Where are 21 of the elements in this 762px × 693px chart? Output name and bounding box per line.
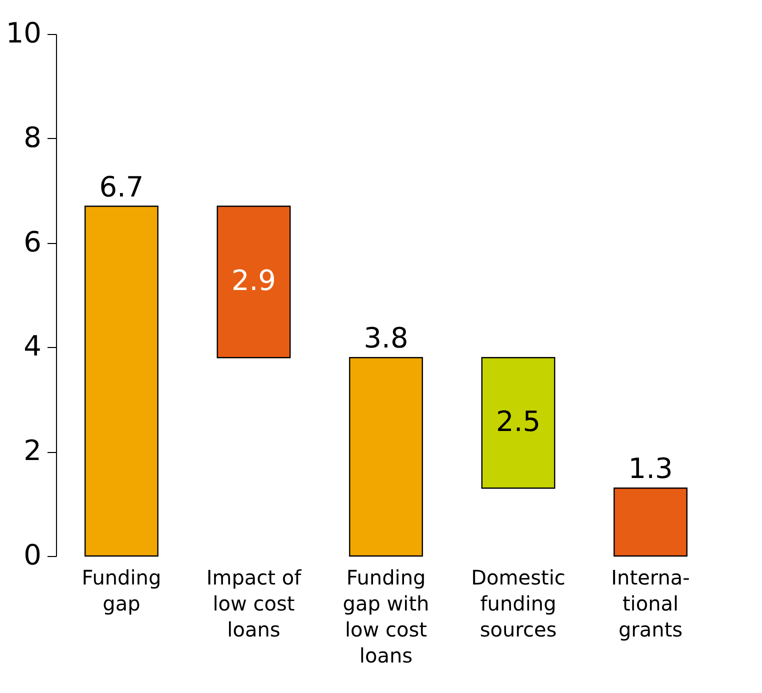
x-tick-label: Interna-tional grants bbox=[611, 566, 690, 642]
data-label: 6.7 bbox=[99, 170, 144, 204]
bar bbox=[481, 357, 556, 489]
y-tick-label: 4 bbox=[24, 330, 42, 363]
y-tick-label: 6 bbox=[24, 225, 42, 258]
x-tick-label: Funding gap bbox=[82, 566, 162, 616]
x-tick-label: Domestic funding sources bbox=[471, 566, 566, 642]
y-tick-label: 0 bbox=[24, 538, 42, 572]
bar bbox=[349, 357, 423, 557]
data-label: 2.9 bbox=[231, 264, 276, 297]
y-tick-label: 10 bbox=[6, 16, 42, 50]
x-tick-label: Funding gap with low cost loans bbox=[342, 566, 430, 668]
data-label: 1.3 bbox=[628, 452, 673, 486]
bar bbox=[216, 206, 291, 358]
x-tick-label: Impact of low cost loans bbox=[206, 566, 302, 642]
data-label: 2.5 bbox=[496, 404, 541, 438]
bar bbox=[614, 488, 688, 557]
y-tick-label: 8 bbox=[24, 120, 42, 154]
data-label: 3.8 bbox=[364, 322, 408, 355]
bar bbox=[84, 206, 158, 557]
y-tick-label: 2 bbox=[24, 434, 42, 468]
